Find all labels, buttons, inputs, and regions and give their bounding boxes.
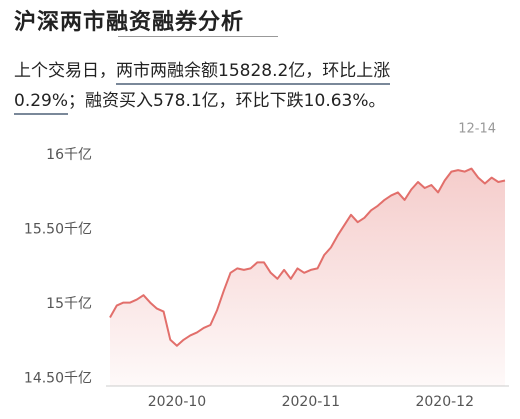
y-tick-label: 14.50千亿 bbox=[24, 371, 92, 387]
line bbox=[109, 167, 506, 347]
title-rule bbox=[118, 36, 278, 37]
summary-text: ；融资买入578.1亿，环比下跌10.63%。 bbox=[68, 91, 386, 111]
summary-line: 上个交易日，两市两融余额15828.2亿，环比上涨 bbox=[14, 56, 391, 85]
x-tick-label: 2020-10 bbox=[148, 394, 207, 410]
x-tick-label: 2020-12 bbox=[415, 394, 474, 410]
y-tick-label: 15千亿 bbox=[46, 296, 92, 312]
x-tick-label: 2020-11 bbox=[282, 394, 341, 410]
title: 沪深两市融资融券分析 bbox=[14, 10, 245, 35]
area-fill bbox=[110, 168, 505, 386]
summary-text: 上个交易日， bbox=[14, 61, 116, 81]
summary-line: 0.29%；融资买入578.1亿，环比下跌10.63%。 bbox=[14, 86, 386, 115]
summary-highlight: 两市两融余额15828.2亿，环比上涨 bbox=[116, 61, 391, 85]
y-tick-label: 16千亿 bbox=[46, 147, 92, 163]
summary-highlight: 0.29% bbox=[14, 91, 69, 115]
y-tick-label: 15.50千亿 bbox=[24, 222, 92, 238]
date-annotation: 12-14 bbox=[458, 122, 496, 137]
